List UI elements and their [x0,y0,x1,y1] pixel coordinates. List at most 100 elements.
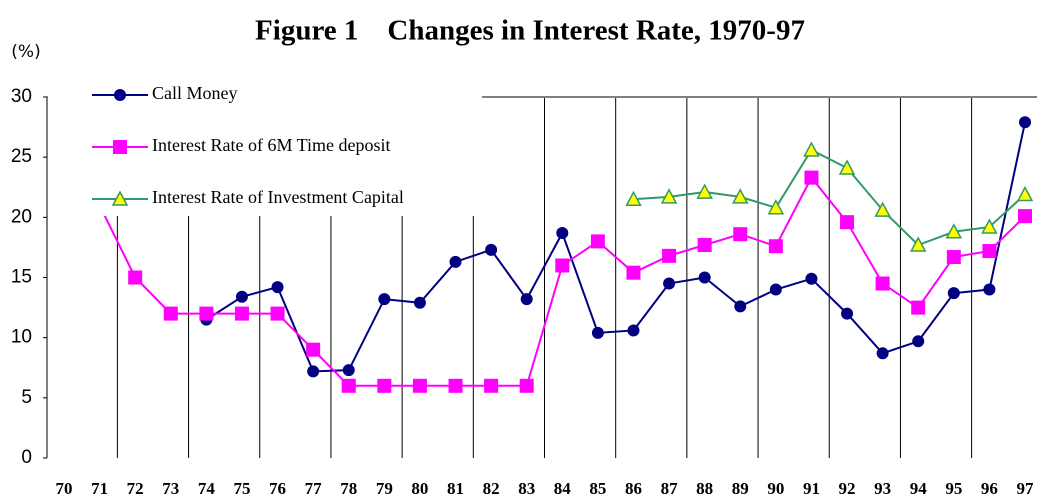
marker [128,270,143,285]
marker [590,234,605,249]
marker [909,236,927,252]
marker [1018,209,1032,224]
marker [377,378,392,393]
marker [626,265,641,280]
y-tick-label: 30 [11,86,32,107]
x-tick-label: 95 [945,479,962,498]
x-tick-label: 80 [411,479,428,498]
marker [732,188,749,204]
marker [874,201,891,217]
x-tick-label: 86 [625,479,642,498]
marker [876,347,889,360]
x-tick-label: 77 [305,479,323,498]
marker [768,239,783,254]
x-tick-label: 92 [839,479,856,498]
y-axis-label: (%) [11,42,40,62]
marker [341,378,356,393]
marker [448,378,463,393]
marker [804,170,819,185]
marker [111,190,129,206]
x-tick-label: 85 [589,479,606,498]
series-line [633,148,1026,247]
y-tick-label: 5 [21,387,32,408]
legend-label: Interest Rate of Investment Capital [152,187,404,207]
x-tick-label: 71 [91,479,108,498]
marker [733,227,748,242]
marker [627,324,640,337]
marker [696,183,713,199]
x-tick-label: 74 [198,479,216,498]
marker [235,290,248,303]
marker [342,364,355,377]
marker [555,258,570,273]
x-tick-label: 94 [910,479,928,498]
x-tick-label: 73 [162,479,179,498]
marker [698,271,711,284]
x-tick-label: 93 [874,479,891,498]
marker [663,277,676,290]
marker [199,306,214,321]
x-tick-label: 97 [1017,479,1035,498]
x-tick-label: 88 [696,479,713,498]
marker [767,199,785,215]
x-tick-label: 76 [269,479,286,498]
marker [1016,185,1034,202]
marker [306,342,321,357]
marker [412,378,427,393]
x-tick-label: 96 [981,479,998,498]
x-tick-label: 81 [447,479,464,498]
marker [1019,116,1031,129]
legend: Call Money Interest Rate of 6M Time depos… [48,80,482,216]
y-tick-label: 25 [11,146,32,167]
chart-title: Figure 1 Changes in Interest Rate, 1970-… [255,15,805,47]
marker [875,276,890,291]
marker [947,287,960,300]
marker [307,365,320,378]
marker [378,293,391,306]
x-tick-label: 91 [803,479,820,498]
x-tick-label: 75 [233,479,250,498]
marker [911,300,926,315]
x-tick-label: 83 [518,479,535,498]
x-tick-label: 70 [56,479,73,498]
marker [591,326,604,339]
marker [982,244,997,259]
x-tick-label: 87 [661,479,679,498]
x-tick-label: 84 [554,479,572,498]
marker [838,159,856,175]
marker [662,248,677,263]
marker [983,283,996,296]
marker [734,300,747,313]
marker [946,250,961,265]
marker [840,215,855,230]
marker [520,293,533,306]
marker [660,188,678,204]
x-tick-label: 82 [483,479,500,498]
series-line [64,175,1026,387]
marker [945,223,963,239]
x-tick-label: 79 [376,479,393,498]
marker [163,306,178,321]
marker [625,190,642,207]
marker [113,140,127,154]
marker [697,238,712,253]
marker [805,272,818,285]
marker [841,307,854,320]
y-tick-label: 10 [11,327,32,348]
legend-label: Interest Rate of 6M Time deposit [152,135,390,155]
legend-label: Call Money [152,83,238,103]
y-tick-label: 20 [11,206,32,227]
y-tick-label: 15 [11,267,32,288]
x-tick-label: 72 [127,479,144,498]
marker [912,335,925,348]
marker [981,218,998,234]
marker [485,243,498,256]
marker [769,283,782,296]
marker [484,378,499,393]
marker [519,378,534,393]
marker [413,296,426,309]
x-tick-label: 90 [767,479,784,498]
marker [270,306,285,321]
marker [803,141,820,157]
